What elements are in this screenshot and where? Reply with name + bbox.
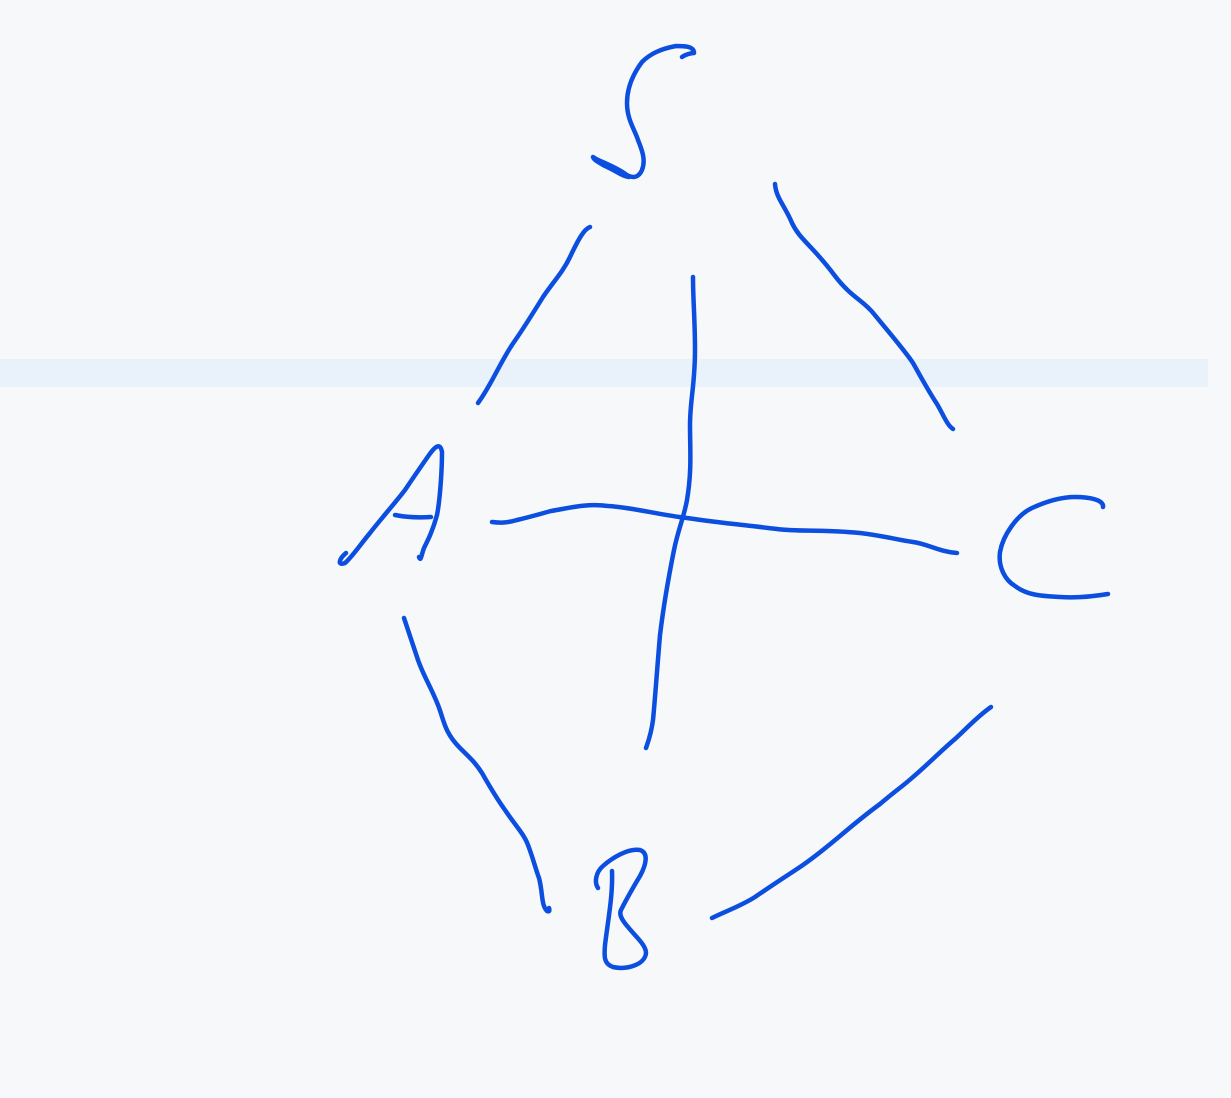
node-s: S xyxy=(0,0,697,180)
node-a-label: A xyxy=(0,0,11,4)
edge-a-b xyxy=(401,615,552,914)
node-s-label: S xyxy=(0,0,11,4)
node-b: B xyxy=(0,0,649,971)
node-a-crossbar xyxy=(392,512,434,520)
node-a: A xyxy=(0,0,445,566)
node-s-glyph xyxy=(590,43,697,180)
edge-a-c xyxy=(489,502,960,556)
edge-b-c xyxy=(709,704,994,921)
edge-s-b xyxy=(643,274,698,751)
node-c-glyph xyxy=(997,494,1111,600)
node-b-label: B xyxy=(0,0,11,4)
node-c: C xyxy=(0,0,1111,600)
selection-guide-band xyxy=(0,359,1208,387)
edge-s-a xyxy=(475,224,593,406)
node-a-glyph xyxy=(337,444,445,566)
edge-s-c xyxy=(772,181,956,432)
node-b-glyph xyxy=(593,847,649,971)
node-c-label: C xyxy=(0,0,12,4)
